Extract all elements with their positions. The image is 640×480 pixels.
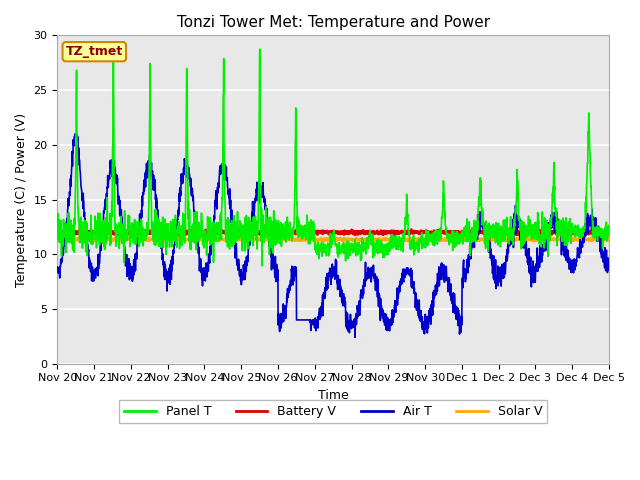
Y-axis label: Temperature (C) / Power (V): Temperature (C) / Power (V) (15, 112, 28, 287)
Title: Tonzi Tower Met: Temperature and Power: Tonzi Tower Met: Temperature and Power (177, 15, 490, 30)
Battery V (494, 230, 502, 236)
Line: Panel T: Panel T (58, 42, 609, 266)
Air T (349, 324, 357, 330)
Line: Air T: Air T (58, 134, 609, 337)
Solar V (320, 239, 328, 244)
Solar V (207, 237, 215, 242)
Panel T (349, 247, 357, 253)
Solar V (557, 236, 564, 241)
Panel T (54, 226, 61, 232)
Air T (362, 260, 369, 265)
Panel T (362, 246, 369, 252)
Battery V (557, 229, 564, 235)
Solar V (572, 237, 580, 242)
Panel T (207, 237, 215, 243)
Solar V (145, 235, 153, 241)
Air T (71, 131, 79, 137)
Air T (494, 263, 502, 269)
Battery V (235, 232, 243, 238)
Line: Battery V: Battery V (58, 229, 609, 235)
Panel T (605, 223, 613, 228)
Air T (557, 228, 564, 234)
Panel T (109, 39, 117, 45)
Panel T (494, 242, 502, 248)
X-axis label: Time: Time (318, 389, 349, 402)
Battery V (362, 229, 369, 235)
Air T (351, 335, 359, 340)
Battery V (207, 230, 215, 236)
Air T (572, 260, 580, 266)
Air T (54, 266, 61, 272)
Solar V (349, 238, 357, 243)
Air T (207, 240, 215, 246)
Battery V (572, 230, 580, 236)
Battery V (605, 228, 613, 233)
Air T (605, 265, 613, 271)
Battery V (349, 231, 357, 237)
Solar V (362, 236, 369, 242)
Solar V (605, 236, 613, 242)
Battery V (54, 230, 61, 236)
Line: Solar V: Solar V (58, 238, 609, 241)
Battery V (436, 227, 444, 232)
Solar V (54, 236, 61, 242)
Solar V (494, 236, 502, 242)
Legend: Panel T, Battery V, Air T, Solar V: Panel T, Battery V, Air T, Solar V (119, 400, 547, 423)
Panel T (258, 263, 266, 269)
Panel T (557, 224, 564, 229)
Text: TZ_tmet: TZ_tmet (66, 45, 123, 58)
Panel T (572, 230, 580, 236)
